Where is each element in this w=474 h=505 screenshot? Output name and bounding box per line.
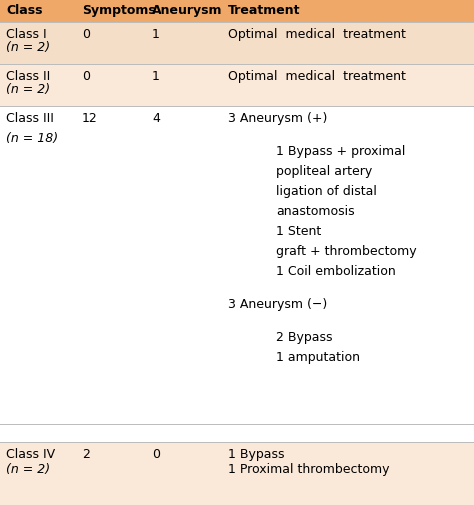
Text: 1 Bypass: 1 Bypass xyxy=(228,448,284,461)
Bar xyxy=(0,64,474,106)
Text: 1 Stent: 1 Stent xyxy=(276,225,321,238)
Text: 1: 1 xyxy=(152,28,160,41)
Text: 3 Aneurysm (−): 3 Aneurysm (−) xyxy=(228,298,327,311)
Text: Symptoms: Symptoms xyxy=(82,4,156,17)
Text: 0: 0 xyxy=(82,28,90,41)
Text: (n = 2): (n = 2) xyxy=(6,463,50,476)
Text: anastomosis: anastomosis xyxy=(276,205,355,218)
Text: Optimal  medical  treatment: Optimal medical treatment xyxy=(228,28,406,41)
Text: graft + thrombectomy: graft + thrombectomy xyxy=(276,245,417,258)
Text: 4: 4 xyxy=(152,112,160,125)
Bar xyxy=(0,424,474,442)
Text: Class I: Class I xyxy=(6,28,46,41)
Text: Aneurysm: Aneurysm xyxy=(152,4,222,17)
Text: 3 Aneurysm (+): 3 Aneurysm (+) xyxy=(228,112,328,125)
Text: 2: 2 xyxy=(82,448,90,461)
Text: 0: 0 xyxy=(152,448,160,461)
Text: 2 Bypass: 2 Bypass xyxy=(276,331,332,344)
Text: 1: 1 xyxy=(152,70,160,83)
Text: 0: 0 xyxy=(82,70,90,83)
Bar xyxy=(0,442,474,505)
Text: (n = 2): (n = 2) xyxy=(6,41,50,55)
Text: ligation of distal: ligation of distal xyxy=(276,185,377,198)
Text: Optimal  medical  treatment: Optimal medical treatment xyxy=(228,70,406,83)
Text: (n = 2): (n = 2) xyxy=(6,83,50,96)
Text: 1 Coil embolization: 1 Coil embolization xyxy=(276,265,396,278)
Text: Class: Class xyxy=(6,4,43,17)
Text: popliteal artery: popliteal artery xyxy=(276,165,372,178)
Text: 1 amputation: 1 amputation xyxy=(276,351,360,364)
Bar xyxy=(0,0,474,22)
Text: Class IV: Class IV xyxy=(6,448,55,461)
Text: Class II: Class II xyxy=(6,70,50,83)
Text: 12: 12 xyxy=(82,112,98,125)
Text: Treatment: Treatment xyxy=(228,4,301,17)
Text: Class III: Class III xyxy=(6,112,54,125)
Bar xyxy=(0,22,474,64)
Bar xyxy=(0,106,474,424)
Text: 1 Bypass + proximal: 1 Bypass + proximal xyxy=(276,145,405,158)
Text: 1 Proximal thrombectomy: 1 Proximal thrombectomy xyxy=(228,463,390,476)
Text: (n = 18): (n = 18) xyxy=(6,132,58,145)
